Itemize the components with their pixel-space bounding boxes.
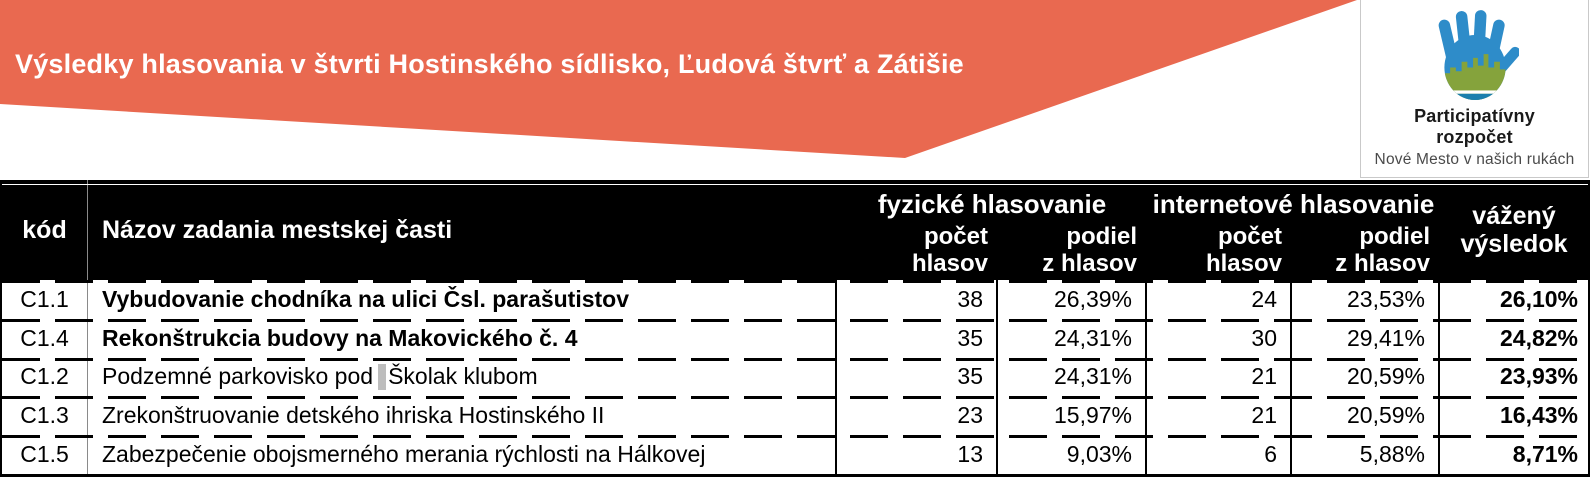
header-weighted-result[interactable]: vážený výsledok: [1460, 202, 1568, 258]
header-name[interactable]: Názov zadania mestskej časti: [88, 180, 837, 280]
cell-code[interactable]: C1.4: [2, 318, 88, 358]
cell-internet-votes[interactable]: 30: [1147, 318, 1292, 358]
logo-title-line1: Participatívny: [1414, 106, 1535, 126]
cell-weighted-result[interactable]: 16,43%: [1499, 402, 1578, 429]
table-header: kód Názov zadania mestskej časti fyzické…: [2, 180, 1588, 280]
table-row: C1.3 Zrekonštruovanie detského ihriska H…: [2, 396, 1588, 436]
cell-project-name[interactable]: Vybudovanie chodníka na ulici Čsl. paraš…: [88, 280, 837, 319]
table-row: C1.4 Rekonštrukcia budovy na Makovického…: [2, 318, 1588, 358]
cell-physical-votes[interactable]: 35: [837, 318, 998, 358]
cell-project-name[interactable]: Podzemné parkovisko pod Školak klubom: [88, 357, 837, 397]
header-physical-share[interactable]: podiel z hlasov: [998, 220, 1147, 280]
page-title: Výsledky hlasovania v štvrti Hostinského…: [15, 49, 964, 79]
cell-internet-share[interactable]: 29,41%: [1292, 318, 1440, 358]
cell-physical-votes[interactable]: 38: [837, 280, 998, 319]
cell-code[interactable]: C1.3: [2, 396, 88, 436]
cell-weighted-result[interactable]: 24,82%: [1499, 324, 1578, 351]
cell-internet-share[interactable]: 20,59%: [1292, 357, 1440, 397]
header-code[interactable]: kód: [2, 180, 88, 280]
cell-internet-votes[interactable]: 21: [1147, 357, 1292, 397]
cell-internet-votes[interactable]: 24: [1147, 280, 1292, 319]
header-internet-share[interactable]: podiel z hlasov: [1292, 220, 1440, 280]
cell-physical-share[interactable]: 9,03%: [998, 435, 1147, 474]
results-table: kód Názov zadania mestskej časti fyzické…: [0, 180, 1590, 477]
cell-physical-share[interactable]: 24,31%: [998, 357, 1147, 397]
header-internet-votes[interactable]: počet hlasov: [1147, 220, 1292, 280]
cell-internet-share[interactable]: 20,59%: [1292, 396, 1440, 436]
cell-project-name[interactable]: Zabezpečenie obojsmerného merania rýchlo…: [88, 435, 837, 474]
header-physical-voting-group[interactable]: fyzické hlasovanie: [877, 189, 1107, 219]
cell-internet-votes[interactable]: 21: [1147, 396, 1292, 436]
cell-weighted-result[interactable]: 23,93%: [1499, 363, 1578, 390]
cell-project-name[interactable]: Rekonštrukcia budovy na Makovického č. 4: [88, 318, 837, 358]
cell-internet-votes[interactable]: 6: [1147, 435, 1292, 474]
cell-project-name[interactable]: Zrekonštruovanie detského ihriska Hostin…: [88, 396, 837, 436]
cell-physical-share[interactable]: 26,39%: [998, 280, 1147, 319]
cell-weighted-result[interactable]: 26,10%: [1499, 285, 1578, 312]
logo-title-line2: rozpočet: [1436, 127, 1513, 147]
header-internet-voting-group[interactable]: internetové hlasovanie: [1152, 189, 1435, 219]
table-body: C1.1 Vybudovanie chodníka na ulici Čsl. …: [2, 280, 1588, 474]
banner-ribbon: Výsledky hlasovania v štvrti Hostinského…: [0, 0, 1357, 158]
text-cursor-artifact: [378, 363, 387, 390]
cell-code[interactable]: C1.5: [2, 435, 88, 474]
cell-physical-votes[interactable]: 13: [837, 435, 998, 474]
table-row: C1.5 Zabezpečenie obojsmerného merania r…: [2, 435, 1588, 474]
cell-physical-share[interactable]: 24,31%: [998, 318, 1147, 358]
cell-physical-share[interactable]: 15,97%: [998, 396, 1147, 436]
hand-with-city-icon: [1438, 10, 1519, 101]
header-physical-votes[interactable]: počet hlasov: [837, 220, 998, 280]
table-row: C1.2 Podzemné parkovisko pod Školak klubo…: [2, 357, 1588, 397]
cell-physical-votes[interactable]: 23: [837, 396, 998, 436]
cell-weighted-result[interactable]: 8,71%: [1512, 441, 1578, 468]
logo-tagline: Nové Mesto v našich rukách: [1374, 151, 1575, 168]
table-row: C1.1 Vybudovanie chodníka na ulici Čsl. …: [2, 280, 1588, 319]
logo-box: Participatívny rozpočet Nové Mesto v naš…: [1360, 0, 1589, 178]
cell-physical-votes[interactable]: 35: [837, 357, 998, 397]
cell-code[interactable]: C1.1: [2, 280, 88, 319]
cell-internet-share[interactable]: 23,53%: [1292, 280, 1440, 319]
cell-internet-share[interactable]: 5,88%: [1292, 435, 1440, 474]
cell-code[interactable]: C1.2: [2, 357, 88, 397]
